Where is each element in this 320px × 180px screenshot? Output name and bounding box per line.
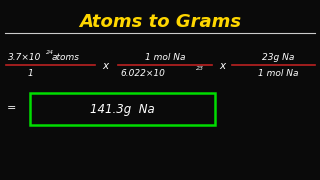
Text: 23g Na: 23g Na bbox=[262, 53, 294, 62]
Text: Atoms to Grams: Atoms to Grams bbox=[79, 13, 241, 31]
Text: 24: 24 bbox=[46, 50, 54, 55]
Text: 23: 23 bbox=[196, 66, 204, 71]
Text: x: x bbox=[102, 61, 108, 71]
Text: 1 mol Na: 1 mol Na bbox=[145, 53, 185, 62]
Text: atoms: atoms bbox=[52, 53, 80, 62]
Text: 3.7×10: 3.7×10 bbox=[8, 53, 41, 62]
Text: 6.022×10: 6.022×10 bbox=[120, 69, 165, 78]
Text: x: x bbox=[219, 61, 225, 71]
Text: 1 mol Na: 1 mol Na bbox=[258, 69, 298, 78]
FancyBboxPatch shape bbox=[30, 93, 215, 125]
Text: 141.3g  Na: 141.3g Na bbox=[90, 102, 154, 116]
Text: =: = bbox=[7, 103, 17, 113]
Text: 1: 1 bbox=[27, 69, 33, 78]
